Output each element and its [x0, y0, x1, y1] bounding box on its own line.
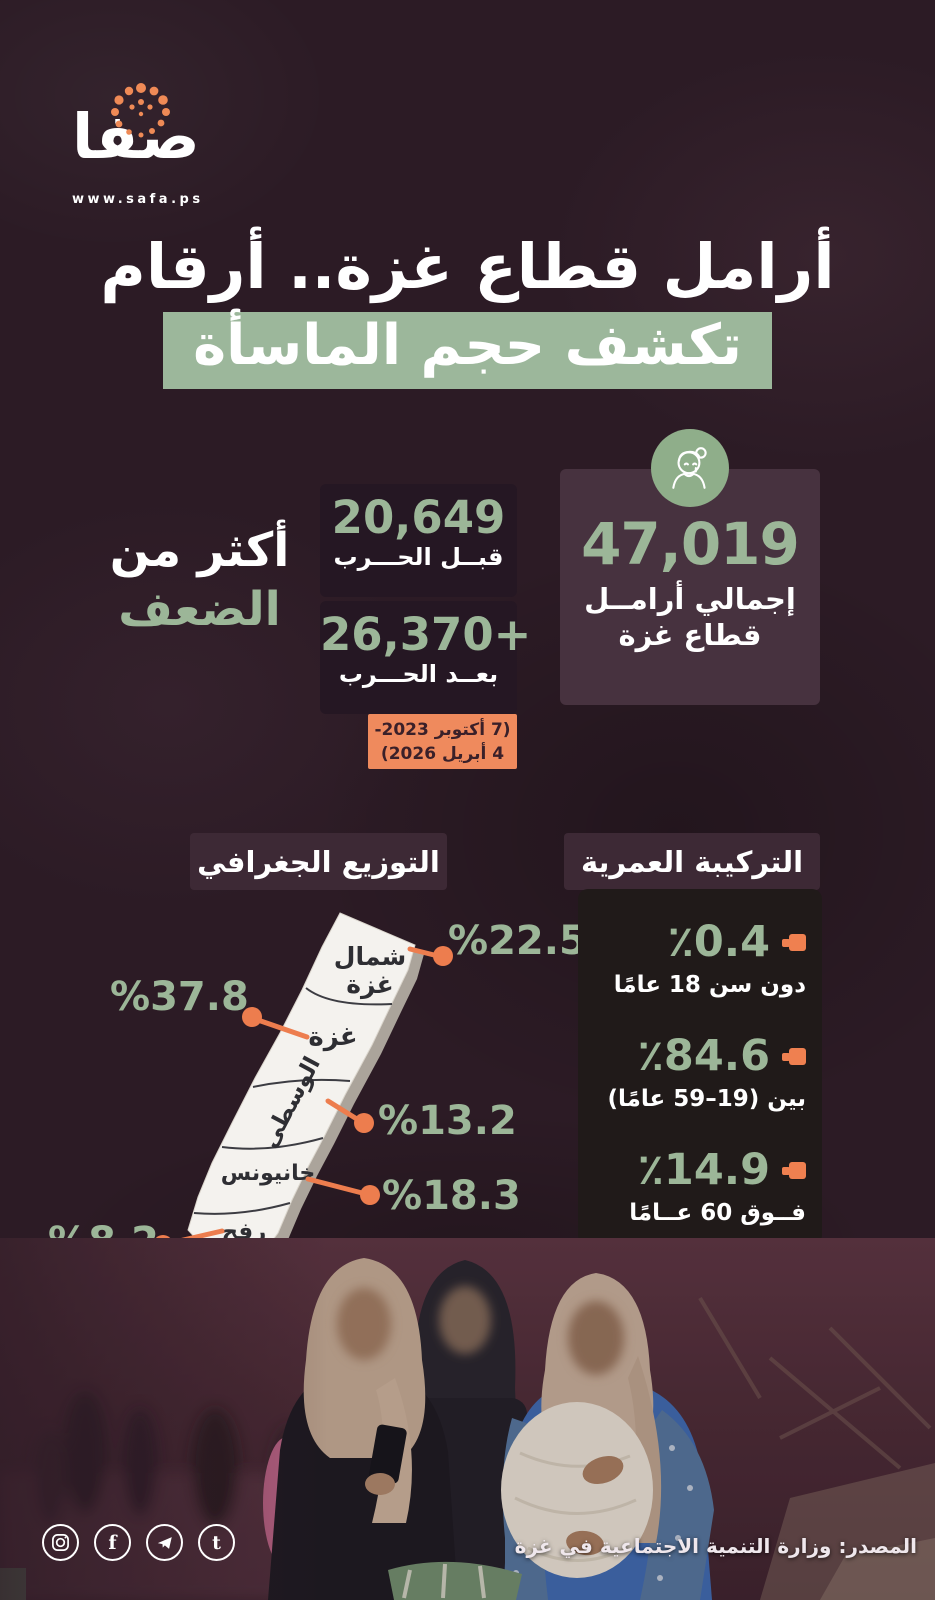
safa-wordmark-text: صفا [72, 100, 200, 173]
region-borders [193, 987, 393, 1215]
gaza-map: شمال غزة غزة الوسطى خانيونس رفح [153, 912, 453, 1276]
social-links: f t [42, 1524, 235, 1561]
region-label-gaza: غزة [308, 1022, 357, 1052]
total-widows-panel: 47,019 إجمالي أرامــل قطاع غزة [560, 429, 820, 705]
total-widows-label-line-2: قطاع غزة [618, 618, 762, 653]
source-credit: المصدر: وزارة التنمية الاجتماعية في غزة [514, 1534, 917, 1558]
total-widows-label: إجمالي أرامــل قطاع غزة [560, 581, 820, 654]
safa-wordmark: صفا [72, 83, 242, 192]
after-war-label: بعــد الحـــرب [338, 659, 499, 688]
age-composition-panel: ٪0.4 دون سن 18 عامًا ٪84.6 بين (19–59 عا… [578, 889, 822, 1245]
geo-pct-north-gaza: %22.5 [448, 918, 587, 964]
after-war-value: 26,370+ [320, 608, 532, 661]
period-line-1: (7 أكتوبر 2023- [374, 720, 511, 740]
logo-dots-icon [111, 83, 170, 138]
total-widows-value: 47,019 [581, 510, 800, 578]
emphasis-line-2: الضعف [118, 581, 281, 637]
safa-url: www.safa.ps [72, 192, 204, 207]
before-war-value: 20,649 [331, 491, 506, 544]
emphasis-note: أكثر من الضعف [92, 522, 307, 640]
widow-badge [651, 429, 729, 507]
telegram-icon[interactable] [146, 1524, 183, 1561]
age-label-19-59: بين (19–59 عامًا) [607, 1086, 806, 1113]
age-item-under-18: ٪0.4 دون سن 18 عامًا [590, 917, 806, 1000]
stat-before-war: 20,649 قبــل الحـــرب [320, 484, 517, 597]
emphasis-line-1: أكثر من [109, 523, 290, 578]
page-title: أرامل قطاع غزة.. أرقام تكشف حجم الماسأة [0, 230, 935, 389]
bullet-marker-icon [782, 1162, 806, 1179]
geo-pct-wusta: %13.2 [378, 1098, 517, 1144]
bullet-marker-icon [782, 934, 806, 951]
geo-section-header: التوزيع الجغرافي [190, 833, 447, 890]
stat-after-war: 26,370+ بعــد الحـــرب [320, 601, 532, 714]
geo-pct-khanyounis: %18.3 [382, 1173, 521, 1219]
widow-icon [672, 447, 707, 489]
callout-dots [153, 946, 453, 1255]
age-pct-under-18: ٪0.4 [667, 917, 770, 967]
age-pct-over-60: ٪14.9 [637, 1145, 770, 1195]
age-item-over-60: ٪14.9 فــوق 60 عــامًا [590, 1145, 806, 1228]
age-label-over-60: فــوق 60 عــامًا [629, 1200, 806, 1227]
before-war-label: قبــل الحـــرب [333, 542, 504, 571]
gaza-map-shape: شمال غزة غزة الوسطى خانيونس رفح [187, 912, 416, 1268]
facebook-icon[interactable]: f [94, 1524, 131, 1561]
title-line-1: أرامل قطاع غزة.. أرقام [100, 230, 835, 303]
twitter-icon[interactable]: t [198, 1524, 235, 1561]
age-pct-19-59: ٪84.6 [637, 1031, 770, 1081]
period-line-2: 4 أبريل 2026) [380, 743, 505, 764]
bullet-marker-icon [782, 1048, 806, 1065]
age-item-19-59: ٪84.6 بين (19–59 عامًا) [590, 1031, 806, 1114]
region-label-khanyounis: خانيونس [221, 1161, 316, 1186]
age-section-header: التركيبة العمرية [564, 833, 820, 890]
instagram-icon[interactable] [42, 1524, 79, 1561]
safa-logo: صفا www.safa.ps [72, 83, 242, 207]
age-label-under-18: دون سن 18 عامًا [613, 972, 806, 999]
total-widows-label-line-1: إجمالي أرامــل [584, 581, 796, 616]
region-label-north-gaza-l1: شمال [334, 942, 406, 971]
geo-pct-gaza: %37.8 [110, 974, 249, 1020]
title-line-2-highlight: تكشف حجم الماسأة [163, 312, 772, 389]
period-badge: (7 أكتوبر 2023- 4 أبريل 2026) [368, 714, 517, 769]
region-label-north-gaza-l2: غزة [346, 970, 393, 1000]
